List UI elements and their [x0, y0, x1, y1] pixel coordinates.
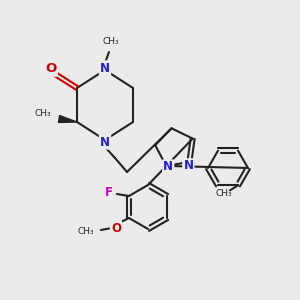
Text: CH₃: CH₃: [103, 37, 119, 46]
Text: N: N: [100, 136, 110, 148]
Text: O: O: [45, 62, 57, 76]
Text: O: O: [111, 221, 121, 235]
Text: N: N: [183, 159, 194, 172]
Text: F: F: [105, 187, 113, 200]
Text: CH₃: CH₃: [77, 226, 94, 236]
Text: CH₃: CH₃: [34, 110, 51, 118]
Text: N: N: [100, 61, 110, 74]
Polygon shape: [58, 116, 77, 122]
Text: CH₃: CH₃: [216, 189, 232, 198]
Text: N: N: [163, 160, 173, 173]
